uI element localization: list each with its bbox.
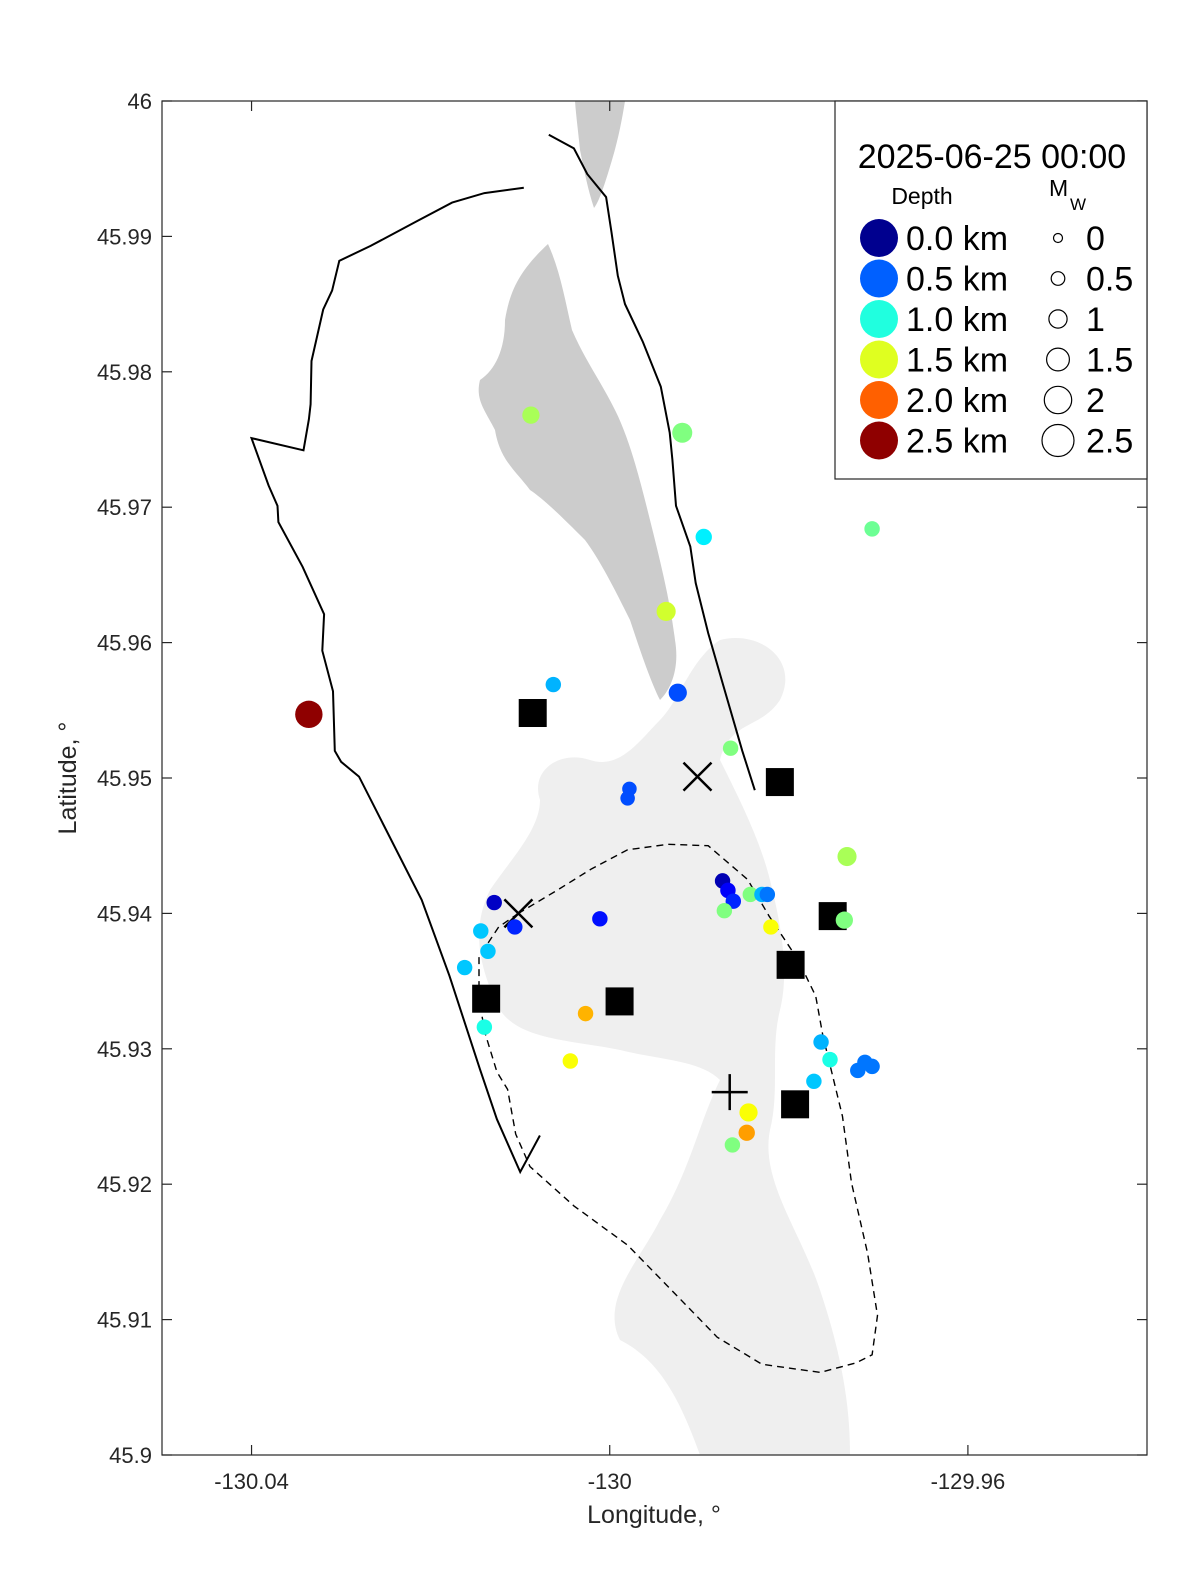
legend-depth-swatch	[860, 300, 898, 338]
earthquake-point	[476, 1019, 493, 1035]
earthquake-point	[545, 676, 562, 693]
legend-mag-label: 1.5	[1086, 342, 1133, 380]
legend-mag-label: 1	[1086, 301, 1105, 339]
legend-depth-swatch	[860, 421, 898, 460]
legend-mag-swatch	[1045, 347, 1070, 372]
legend-mag-label: 0	[1086, 220, 1105, 258]
legend-depth-label: 0.5 km	[906, 261, 1008, 299]
terrain-light-south	[479, 638, 850, 1455]
y-tick-label: 45.92	[97, 1172, 152, 1197]
legend-mag-label: 2	[1086, 382, 1105, 420]
x-tick-label: -130	[588, 1469, 632, 1494]
station-square	[605, 987, 634, 1016]
earthquake-point	[763, 919, 779, 935]
station-square	[781, 1090, 810, 1119]
terrain-grey-north-tip	[575, 101, 625, 208]
legend-depth-swatch	[860, 259, 898, 298]
station-square	[518, 699, 547, 728]
terrain-shading	[478, 101, 850, 1455]
earthquake-point	[456, 959, 473, 976]
y-tick-label: 45.9	[109, 1443, 152, 1468]
legend: 2025-06-25 00:00 Depth M W 0.0 km0.5 km1…	[834, 100, 1148, 480]
y-tick-label: 46	[128, 89, 152, 114]
earthquake-point	[813, 1034, 829, 1050]
station-square	[765, 768, 794, 797]
earthquake-point	[822, 1051, 838, 1068]
earthquake-point	[864, 521, 880, 537]
y-tick-label: 45.93	[97, 1037, 152, 1062]
legend-mag-swatch	[1052, 232, 1064, 244]
caldera-outline-west	[249, 186, 541, 1175]
legend-depth-swatch	[860, 381, 898, 419]
station-square	[776, 950, 805, 979]
earthquake-point	[806, 1073, 822, 1090]
earthquake-point	[835, 911, 853, 929]
x-axis-label: Longitude, °	[587, 1501, 721, 1529]
legend-depth-label: 0.0 km	[906, 220, 1008, 258]
earthquake-point	[716, 902, 733, 919]
earthquake-points	[295, 406, 880, 1153]
legend-mag-swatch	[1041, 423, 1075, 458]
earthquake-point	[507, 919, 523, 935]
legend-entries: 0.0 km0.5 km1.0 km1.5 km2.0 km2.5 km 00.5…	[860, 219, 1133, 461]
legend-depth-label: 2.5 km	[906, 423, 1008, 461]
legend-depth-label: 1.5 km	[906, 342, 1008, 380]
earthquake-point	[672, 422, 693, 443]
y-tick-label: 45.91	[97, 1308, 152, 1333]
legend-mag-label: 2.5	[1086, 423, 1133, 461]
legend-depth-label: 2.0 km	[906, 382, 1008, 420]
y-tick-label: 45.94	[97, 901, 152, 926]
legend-mag-header: M	[1049, 175, 1068, 201]
terrain-grey-ridge	[478, 244, 677, 700]
earthquake-point	[295, 700, 323, 729]
earthquake-point	[668, 683, 687, 702]
earthquake-point	[850, 1062, 866, 1079]
earthquake-point	[722, 740, 739, 756]
y-tick-label: 45.95	[97, 766, 152, 791]
legend-depth-swatch	[860, 219, 898, 257]
legend-depth-swatch	[860, 340, 898, 379]
y-tick-label: 45.99	[97, 224, 152, 249]
dashed-outline	[478, 843, 879, 1374]
legend-depth-label: 1.0 km	[906, 301, 1008, 339]
x-marker	[682, 761, 713, 792]
legend-mag-header-sub: W	[1070, 195, 1086, 214]
earthquake-point	[742, 886, 759, 903]
earthquake-point	[473, 923, 489, 939]
plus-marker	[711, 1074, 748, 1111]
earthquake-point	[739, 1103, 758, 1122]
y-tick-label: 45.97	[97, 495, 152, 520]
earthquake-point	[486, 894, 502, 911]
legend-mag-swatch	[1050, 271, 1066, 286]
x-tick-label: -129.96	[931, 1469, 1006, 1494]
station-markers	[472, 699, 847, 1119]
axis-ticks: -130.04 -130 -129.96 45.9 45.91 45.92 45.93 45.…	[97, 89, 1147, 1494]
earthquake-point	[656, 601, 676, 622]
earthquake-point	[695, 528, 712, 546]
y-tick-label: 45.98	[97, 360, 152, 385]
legend-title: 2025-06-25 00:00	[858, 138, 1126, 176]
earthquake-point	[577, 1005, 594, 1022]
earthquake-point	[620, 791, 635, 806]
earthquake-point	[837, 846, 857, 867]
earthquake-point	[724, 1137, 741, 1153]
legend-mag-label: 0.5	[1086, 261, 1133, 299]
station-square	[472, 984, 501, 1013]
earthquake-point	[738, 1124, 755, 1141]
caldera-outline-east	[548, 133, 756, 791]
y-axis-label: Latitude, °	[54, 722, 82, 835]
legend-mag-swatch	[1043, 385, 1073, 415]
earthquake-point	[592, 911, 608, 927]
x-tick-label: -130.04	[214, 1469, 289, 1494]
earthquake-point	[759, 886, 776, 903]
legend-mag-swatch	[1048, 309, 1068, 329]
earthquake-point	[522, 406, 540, 424]
earthquake-point	[480, 943, 496, 960]
earthquake-point	[562, 1053, 579, 1069]
legend-depth-header: Depth	[891, 183, 952, 209]
y-tick-label: 45.96	[97, 631, 152, 656]
outlines	[249, 133, 879, 1374]
earthquake-point	[864, 1058, 880, 1075]
